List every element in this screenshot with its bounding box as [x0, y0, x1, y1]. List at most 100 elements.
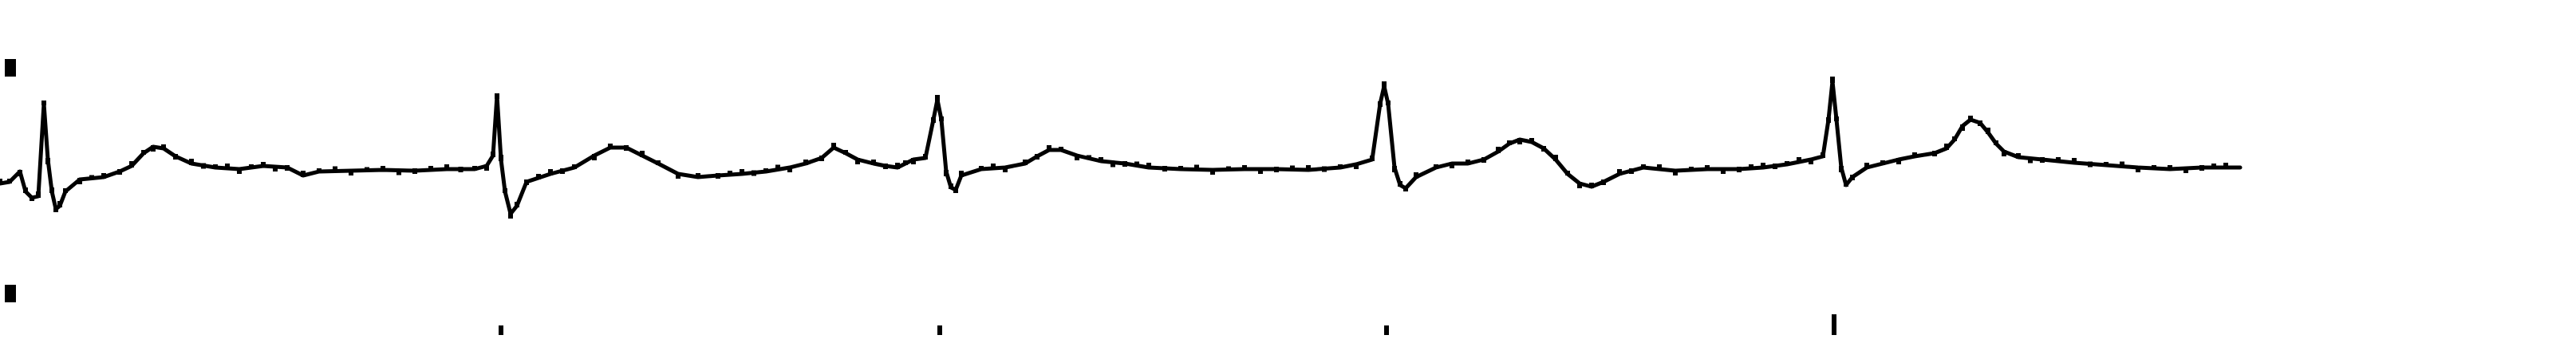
trace-noise-dot — [57, 201, 62, 207]
trace-noise-dot — [1896, 158, 1901, 164]
trace-noise-dot — [30, 195, 34, 201]
beat-marker — [499, 325, 503, 335]
trace-noise-dot — [979, 166, 984, 171]
trace-noise-dot — [89, 175, 94, 180]
trace-noise-dot — [53, 207, 58, 212]
trace-noise-dot — [1087, 155, 1091, 160]
trace-noise-dot — [1306, 165, 1311, 172]
trace-noise-dot — [301, 171, 306, 177]
beat-marker — [1384, 325, 1389, 335]
trace-noise-dot — [1617, 169, 1622, 175]
trace-noise-dot — [317, 168, 322, 173]
trace-noise-dot — [763, 168, 768, 173]
trace-noise-dot — [624, 145, 629, 151]
trace-noise-dot — [1414, 172, 1418, 179]
trace-noise-dot — [1641, 164, 1646, 169]
trace-noise-dot — [1830, 77, 1835, 83]
trace-noise-dot — [1944, 144, 1949, 150]
trace-noise-dot — [0, 179, 2, 185]
trace-noise-dot — [1565, 171, 1570, 175]
trace-noise-dot — [261, 162, 266, 168]
trace-noise-dot — [1507, 140, 1512, 145]
trace-noise-dot — [1809, 158, 1813, 164]
trace-noise-dot — [1496, 147, 1501, 153]
trace-noise-dot — [1059, 147, 1063, 152]
trace-noise-dot — [656, 160, 661, 165]
trace-noise-dot — [1773, 164, 1777, 169]
trace-noise-dot — [1657, 164, 1662, 171]
trace-noise-dot — [1481, 157, 1486, 163]
trace-noise-dot — [931, 117, 936, 123]
trace-noise-dot — [1705, 165, 1710, 171]
trace-noise-dot — [911, 158, 916, 164]
trace-noise-dot — [1322, 166, 1327, 172]
trace-noise-dot — [2016, 153, 2021, 159]
trace-noise-dot — [2168, 165, 2172, 171]
trace-noise-dot — [1434, 164, 1438, 169]
trace-noise-dot — [1382, 81, 1387, 88]
trace-noise-dot — [2211, 164, 2216, 169]
trace-noise-dot — [883, 164, 888, 169]
trace-noise-dot — [1338, 164, 1343, 169]
trace-noise-dot — [23, 187, 28, 193]
trace-noise-dot — [1378, 101, 1383, 107]
trace-noise-dot — [775, 164, 780, 172]
trace-noise-dot — [751, 170, 756, 176]
trace-noise-dot — [787, 166, 792, 172]
trace-noise-dot — [2088, 161, 2093, 168]
trace-noise-dot — [923, 154, 928, 160]
trace-noise-dot — [1721, 168, 1726, 174]
trace-noise-dot — [396, 168, 401, 175]
trace-noise-dot — [49, 187, 54, 193]
trace-noise-dot — [1601, 179, 1606, 185]
trace-noise-dot — [117, 169, 122, 175]
trace-noise-dot — [225, 164, 230, 170]
trace-noise-dot — [1354, 163, 1359, 169]
trace-noise-dot — [1844, 181, 1848, 187]
trace-noise-dot — [141, 150, 146, 155]
trace-noise-dot — [458, 167, 464, 172]
trace-noise-dot — [1023, 160, 1028, 165]
trace-noise-dot — [2183, 167, 2188, 173]
trace-noise-dot — [803, 160, 808, 165]
trace-noise-dot — [36, 191, 41, 198]
trace-noise-dot — [1978, 120, 1982, 126]
trace-noise-dot — [63, 188, 68, 193]
trace-noise-dot — [1541, 146, 1546, 152]
trace-noise-dot — [1797, 157, 1801, 164]
trace-noise-dot — [1960, 124, 1965, 131]
trace-noise-dot — [2002, 150, 2006, 156]
trace-noise-dot — [349, 169, 353, 175]
trace-noise-dot — [959, 171, 964, 177]
trace-noise-dot — [524, 179, 529, 185]
trace-noise-dot — [1370, 156, 1375, 161]
trace-noise-dot — [1035, 154, 1039, 160]
trace-noise-dot — [381, 166, 385, 172]
trace-noise-dot — [189, 159, 194, 165]
trace-noise-dot — [1450, 162, 1454, 168]
trace-noise-dot — [1821, 152, 1825, 158]
trace-noise-dot — [944, 170, 949, 176]
trace-noise-dot — [1099, 157, 1103, 163]
trace-noise-dot — [1864, 163, 1869, 169]
trace-noise-dot — [560, 168, 565, 174]
trace-noise-dot — [1242, 165, 1247, 171]
trace-noise-dot — [1589, 183, 1594, 188]
trace-noise-dot — [129, 161, 134, 168]
trace-noise-dot — [2136, 166, 2140, 172]
trace-noise-dot — [871, 160, 876, 165]
trace-noise-dot — [515, 202, 519, 207]
trace-noise-dot — [1194, 164, 1199, 172]
trace-noise-dot — [237, 168, 242, 174]
trace-noise-dot — [716, 173, 720, 179]
trace-noise-dot — [1737, 167, 1742, 172]
trace-noise-dot — [1290, 165, 1295, 172]
trace-noise-dot — [728, 171, 732, 176]
trace-noise-dot — [365, 167, 369, 172]
trace-noise-dot — [843, 150, 848, 155]
trace-noise-dot — [1398, 181, 1402, 187]
trace-noise-dot — [1517, 138, 1522, 144]
trace-noise-dot — [1529, 138, 1534, 144]
trace-noise-dot — [592, 154, 597, 160]
trace-noise-dot — [1392, 166, 1397, 172]
